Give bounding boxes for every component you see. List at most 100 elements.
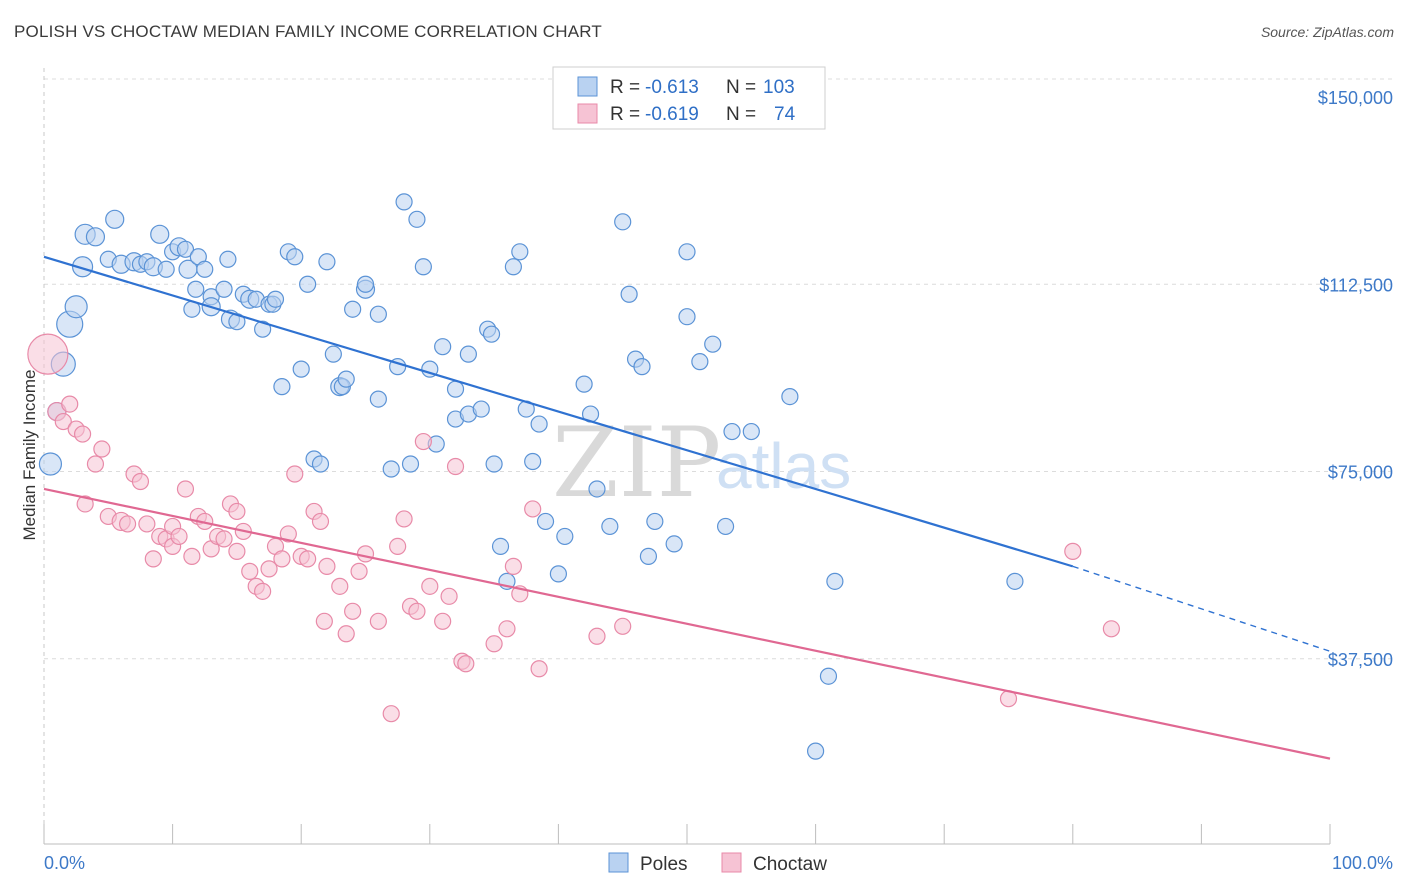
choctaw-point — [299, 550, 317, 568]
choctaw-r-value: -0.619 — [645, 104, 699, 125]
choctaw-point — [138, 515, 156, 533]
choctaw-point — [530, 660, 548, 678]
choctaw-point — [27, 333, 69, 375]
poles-point — [337, 370, 355, 388]
choctaw-point — [440, 587, 458, 605]
choctaw-point — [176, 480, 195, 498]
choctaw-point — [614, 617, 632, 635]
poles-point — [665, 535, 683, 553]
x-tick-label: 0.0% — [44, 853, 85, 873]
poles-point — [38, 452, 63, 476]
choctaw-point — [254, 582, 272, 600]
choctaw-point — [215, 530, 233, 548]
poles-point — [482, 325, 501, 343]
choctaw-point — [76, 495, 94, 513]
poles-point — [504, 258, 522, 276]
choctaw-bottom-swatch — [721, 852, 742, 873]
poles-point — [105, 209, 125, 229]
poles-point — [157, 260, 175, 278]
poles-point — [826, 572, 844, 590]
choctaw-r-label: R = — [610, 104, 640, 125]
poles-point — [414, 258, 432, 276]
choctaw-point — [457, 655, 475, 673]
choctaw-point — [1102, 620, 1120, 638]
poles-point — [369, 305, 387, 323]
poles-point — [395, 193, 413, 211]
poles-point — [459, 345, 477, 363]
choctaw-point — [260, 560, 278, 578]
x-tick-labels: 0.0% 100.0% — [44, 853, 1393, 873]
poles-point — [806, 742, 825, 760]
choctaw-point — [337, 625, 355, 643]
choctaw-point — [350, 562, 368, 580]
choctaw-point — [73, 425, 92, 443]
poles-point — [286, 248, 304, 266]
poles-point — [215, 280, 233, 298]
poles-point — [64, 295, 88, 319]
choctaw-point — [93, 440, 111, 458]
poles-bottom-label: Poles — [640, 854, 688, 875]
watermark-zip: ZIP — [552, 407, 721, 519]
poles-point — [511, 243, 529, 261]
choctaw-point — [118, 515, 137, 533]
choctaw-point — [279, 525, 297, 543]
poles-point — [781, 388, 799, 406]
x-tick-label: 100.0% — [1332, 853, 1393, 873]
choctaw-point — [369, 612, 387, 630]
poles-point — [150, 224, 170, 244]
y-tick-label: $75,000 — [1328, 463, 1393, 483]
stats-legend: R = -0.613 N = 103 R = -0.619 N = 74 — [552, 66, 826, 130]
choctaw-points — [27, 333, 1120, 723]
choctaw-point — [183, 547, 201, 565]
series-legend: Poles Choctaw — [608, 852, 827, 875]
poles-point — [273, 378, 291, 396]
y-tick-label: $112,500 — [1319, 275, 1393, 295]
poles-point — [556, 527, 574, 546]
poles-point — [299, 275, 317, 293]
poles-point — [266, 290, 285, 308]
poles-legend-swatch — [577, 76, 598, 97]
poles-point — [530, 415, 548, 433]
y-tick-label: $150,000 — [1318, 88, 1393, 108]
poles-point — [491, 537, 510, 556]
choctaw-point — [421, 577, 439, 595]
poles-point — [678, 308, 696, 326]
choctaw-legend-swatch — [577, 103, 598, 124]
poles-point — [324, 345, 342, 363]
choctaw-point — [408, 602, 426, 620]
poles-point — [716, 517, 735, 536]
poles-trend-line — [43, 255, 1074, 568]
choctaw-n-value: 74 — [774, 104, 796, 125]
poles-point — [646, 512, 664, 531]
poles-point — [1006, 572, 1024, 590]
choctaw-point — [382, 705, 400, 723]
poles-point — [356, 275, 375, 293]
poles-point — [292, 360, 310, 378]
choctaw-point — [241, 562, 259, 580]
choctaw-point — [395, 510, 413, 528]
poles-point — [588, 480, 606, 498]
choctaw-trend-line — [43, 487, 1331, 760]
poles-r-label: R = — [610, 77, 640, 98]
poles-points — [38, 193, 1024, 760]
poles-point — [549, 565, 568, 583]
y-axis-label: Median Family Income — [20, 369, 39, 540]
poles-point — [633, 358, 651, 376]
choctaw-point — [588, 627, 606, 645]
choctaw-point — [446, 457, 465, 476]
choctaw-point — [414, 432, 432, 451]
poles-point — [742, 422, 760, 441]
choctaw-point — [286, 465, 304, 483]
y-tick-label: $37,500 — [1328, 650, 1393, 670]
poles-point — [723, 422, 741, 441]
poles-point — [176, 240, 195, 258]
choctaw-point — [61, 395, 79, 413]
y-tick-labels: $150,000 $112,500 $75,000 $37,500 — [1318, 88, 1393, 670]
choctaw-point — [131, 472, 150, 491]
poles-point — [536, 512, 555, 531]
choctaw-point — [504, 557, 522, 575]
choctaw-bottom-label: Choctaw — [753, 854, 827, 875]
poles-point — [311, 455, 330, 473]
choctaw-point — [434, 612, 452, 630]
